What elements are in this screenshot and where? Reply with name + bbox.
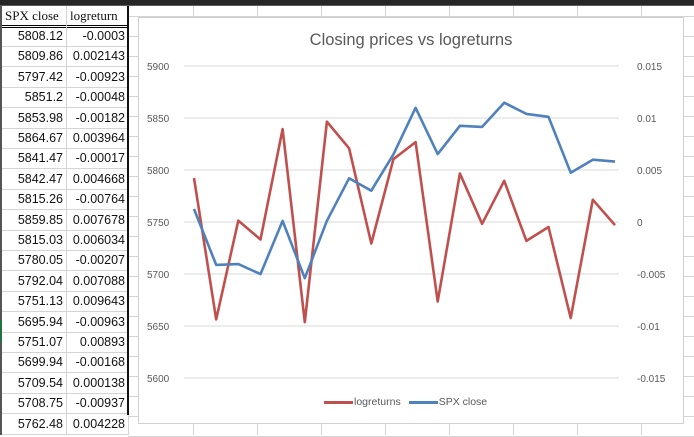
table-row: 5792.04 0.007088 <box>0 270 128 292</box>
cell-logreturn[interactable]: -0.00764 <box>66 189 128 210</box>
cell-logreturn[interactable]: -0.00168 <box>66 352 128 373</box>
table-row: 5851.2 -0.00048 <box>0 87 128 109</box>
column-header-bar <box>0 0 694 6</box>
series-line-spx-close[interactable] <box>192 101 616 280</box>
chart-title[interactable]: Closing prices vs logreturns <box>309 31 513 49</box>
cell-logreturn[interactable]: -0.00937 <box>66 393 128 414</box>
cell-logreturn[interactable]: 0.009643 <box>66 291 128 312</box>
header-logreturn[interactable]: logreturn <box>66 6 128 26</box>
table-row: 5808.12 -0.0003 <box>0 26 128 47</box>
header-spx-close[interactable]: SPX close <box>5 8 59 23</box>
cell-spx-close[interactable]: 5809.86 <box>17 49 63 64</box>
cell-spx-close[interactable]: 5751.13 <box>17 294 63 309</box>
secondary-y-tick: -0.01 <box>637 322 660 333</box>
table-row: 5699.94 -0.00168 <box>0 352 128 374</box>
secondary-y-tick: 0.015 <box>637 62 662 73</box>
table-row: 5751.13 0.009643 <box>0 291 128 313</box>
legend-item-spx-close[interactable]: SPX close <box>408 396 488 408</box>
cell-logreturn[interactable]: 0.000138 <box>66 372 128 393</box>
cell-spx-close[interactable]: 5853.98 <box>17 110 63 125</box>
secondary-y-tick: -0.015 <box>637 374 666 385</box>
cell-spx-close[interactable]: 5751.07 <box>17 335 63 349</box>
cell-logreturn[interactable]: -0.00017 <box>66 148 128 169</box>
table-row: 5841.47 -0.00017 <box>0 148 128 170</box>
primary-y-tick: 5800 <box>147 166 170 177</box>
cell-spx-close[interactable]: 5808.12 <box>17 29 63 43</box>
table-row: 5695.94 -0.00963 <box>0 311 128 333</box>
table-row: 5853.98 -0.00182 <box>0 107 128 129</box>
table-row: 5751.07 0.00893 <box>0 332 128 353</box>
cell-logreturn[interactable]: 0.00893 <box>66 332 128 352</box>
series-line-logreturns[interactable] <box>192 120 616 324</box>
cell-logreturn[interactable]: -0.00048 <box>66 87 128 108</box>
primary-y-tick: 5700 <box>147 270 170 281</box>
primary-y-tick: 5900 <box>147 62 170 73</box>
grid-row-line <box>128 16 694 17</box>
secondary-y-tick: 0.005 <box>637 166 662 177</box>
table-row: 5815.03 0.006034 <box>0 230 128 251</box>
cell-logreturn[interactable]: -0.00963 <box>66 311 128 332</box>
cell-logreturn[interactable]: -0.00182 <box>66 107 128 128</box>
cell-spx-close[interactable]: 5780.05 <box>17 253 63 268</box>
cell-logreturn[interactable]: -0.00923 <box>66 66 128 87</box>
primary-y-tick: 5750 <box>147 218 170 229</box>
cell-logreturn[interactable]: -0.00207 <box>66 250 128 271</box>
cell-spx-close[interactable]: 5699.94 <box>17 355 63 370</box>
table-row: 5864.67 0.003964 <box>0 128 128 149</box>
table-row: 5859.85 0.007678 <box>0 209 128 231</box>
secondary-y-tick: 0.01 <box>637 114 657 125</box>
legend-swatch-spx-close <box>408 400 438 404</box>
table-row: 5815.26 -0.00764 <box>0 189 128 211</box>
cell-spx-close[interactable]: 5864.67 <box>17 131 63 145</box>
secondary-y-tick: -0.005 <box>637 270 666 281</box>
primary-y-tick: 5850 <box>147 114 170 125</box>
chart[interactable]: Closing prices vs logreturns 5900 0.015 58… <box>138 17 684 424</box>
cell-logreturn[interactable]: -0.0003 <box>66 26 128 46</box>
table-header-row: SPX close logreturn <box>0 6 128 28</box>
table-border <box>127 6 129 415</box>
table-row: 5842.47 0.004668 <box>0 168 128 190</box>
legend-item-logreturns[interactable]: logreturns <box>324 396 401 408</box>
cell-logreturn[interactable]: 0.004228 <box>66 413 128 434</box>
cell-logreturn[interactable]: 0.007678 <box>66 209 128 230</box>
table-row: 5797.42 -0.00923 <box>0 66 128 88</box>
cell-logreturn[interactable]: 0.006034 <box>66 230 128 250</box>
chart-plot-area: 5900 0.015 5850 0.01 5800 0.005 5750 0 5700 -0.00… <box>147 62 666 385</box>
legend-swatch-logreturns <box>324 400 353 404</box>
primary-y-tick: 5600 <box>147 374 170 385</box>
table-row: 5708.75 -0.00937 <box>0 393 128 415</box>
cell-spx-close[interactable]: 5815.26 <box>17 192 63 207</box>
cell-spx-close[interactable]: 5695.94 <box>17 314 63 329</box>
cell-spx-close[interactable]: 5709.54 <box>17 375 63 390</box>
cell-spx-close[interactable]: 5797.42 <box>17 69 63 84</box>
cell-spx-close[interactable]: 5859.85 <box>17 212 63 227</box>
table-row: 5780.05 -0.00207 <box>0 250 128 272</box>
cell-spx-close[interactable]: 5708.75 <box>17 396 63 411</box>
cell-spx-close[interactable]: 5841.47 <box>17 151 63 166</box>
chart-legend[interactable]: logreturns SPX close <box>324 396 487 408</box>
row-header-border <box>0 6 2 435</box>
secondary-y-tick: 0 <box>637 218 643 229</box>
cell-logreturn[interactable]: 0.002143 <box>66 46 128 67</box>
cell-spx-close[interactable]: 5762.48 <box>17 416 63 431</box>
cell-spx-close[interactable]: 5792.04 <box>17 273 63 288</box>
cell-spx-close[interactable]: 5842.47 <box>17 171 63 186</box>
legend-label: SPX close <box>438 396 488 408</box>
cell-logreturn[interactable]: 0.004668 <box>66 168 128 189</box>
cell-spx-close[interactable]: 5851.2 <box>24 90 63 105</box>
cell-logreturn[interactable]: 0.003964 <box>66 128 128 148</box>
cell-logreturn[interactable]: 0.007088 <box>66 270 128 291</box>
table-row: 5709.54 0.000138 <box>0 372 128 394</box>
primary-y-tick: 5650 <box>147 322 170 333</box>
cell-spx-close[interactable]: 5815.03 <box>17 233 63 247</box>
table-row: 5809.86 0.002143 <box>0 46 128 68</box>
table-row: 5762.48 0.004228 <box>0 413 128 435</box>
legend-label: logreturns <box>354 396 401 408</box>
selected-row-indicator <box>0 320 2 342</box>
